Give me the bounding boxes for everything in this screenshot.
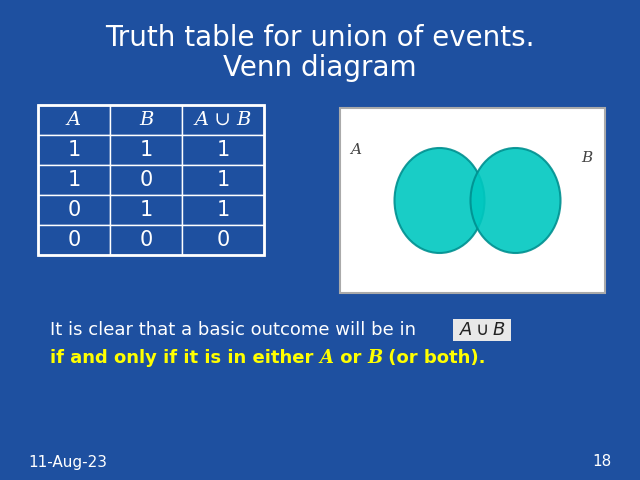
Text: or: or (333, 349, 367, 367)
Text: 1: 1 (67, 170, 81, 190)
Bar (38, 135, 110, 165)
Text: A: A (351, 143, 362, 157)
Text: 1: 1 (140, 140, 152, 160)
Text: 18: 18 (593, 455, 612, 469)
Text: 1: 1 (216, 200, 230, 220)
Text: 11-Aug-23: 11-Aug-23 (28, 455, 107, 469)
Bar (182, 195, 264, 225)
Bar (182, 135, 264, 165)
Ellipse shape (470, 148, 561, 253)
Text: Venn diagram: Venn diagram (223, 54, 417, 82)
Text: 1: 1 (216, 170, 230, 190)
Bar (182, 225, 264, 255)
Bar (340, 108, 605, 293)
Bar (38, 105, 264, 255)
Bar (182, 165, 264, 195)
Text: 0: 0 (140, 170, 152, 190)
Text: B: B (139, 111, 153, 129)
Text: B: B (367, 349, 383, 367)
Bar (110, 225, 182, 255)
Ellipse shape (394, 148, 484, 253)
Text: 0: 0 (216, 230, 230, 250)
Text: 0: 0 (67, 230, 81, 250)
Text: Truth table for union of events.: Truth table for union of events. (105, 24, 535, 52)
Bar (38, 195, 110, 225)
Text: (or both).: (or both). (383, 349, 486, 367)
Text: A: A (67, 111, 81, 129)
Bar (453, 319, 511, 341)
Text: 1: 1 (140, 200, 152, 220)
Text: 1: 1 (216, 140, 230, 160)
Text: $A \cup B$: $A \cup B$ (459, 321, 506, 339)
Text: 0: 0 (140, 230, 152, 250)
Bar (110, 135, 182, 165)
Text: B: B (581, 151, 593, 165)
Bar (110, 195, 182, 225)
Bar (38, 165, 110, 195)
Text: 0: 0 (67, 200, 81, 220)
Text: if and only if it is in either: if and only if it is in either (50, 349, 319, 367)
Bar (38, 225, 110, 255)
Text: A: A (319, 349, 333, 367)
Bar (110, 105, 182, 135)
Text: It is clear that a basic outcome will be in: It is clear that a basic outcome will be… (50, 321, 422, 339)
Text: 1: 1 (67, 140, 81, 160)
Bar (182, 105, 264, 135)
Bar (110, 165, 182, 195)
Bar (38, 105, 110, 135)
Text: A ∪ B: A ∪ B (195, 111, 252, 129)
